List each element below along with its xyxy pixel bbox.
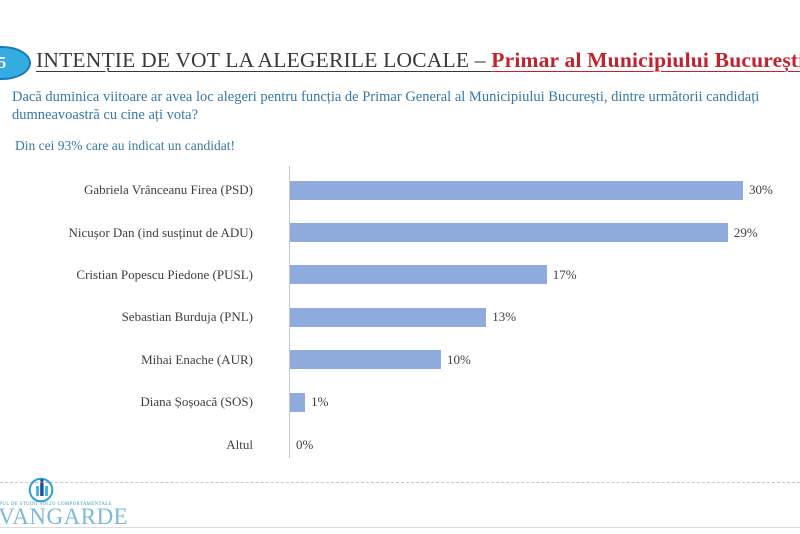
page-title: INTENȚIE DE VOT LA ALEGERILE LOCALE – Pr… — [36, 48, 800, 73]
chart-row: Gabriela Vrânceanu Firea (PSD) 30% — [0, 169, 800, 211]
avangarde-logo-icon — [28, 477, 54, 503]
title-dark-part: INTENȚIE DE VOT LA ALEGERILE LOCALE – — [36, 48, 492, 72]
value-label: 29% — [733, 224, 758, 240]
category-label: Nicușor Dan (ind susținut de ADU) — [68, 224, 253, 240]
bar-wrap: 13% — [290, 307, 517, 327]
chart-row: Altul 0% — [0, 423, 800, 465]
slide-bottom-border — [0, 527, 800, 528]
category-label: Sebastian Burduja (PNL) — [121, 309, 253, 325]
category-label: Mihai Enache (AUR) — [141, 351, 253, 367]
bar — [290, 392, 306, 412]
slide-number-badge: 5 — [0, 46, 31, 80]
chart-row: Cristian Popescu Piedone (PUSL) 17% — [0, 254, 800, 296]
survey-question: Dacă duminica viitoare ar avea loc alege… — [12, 89, 760, 123]
bar-wrap: 30% — [290, 180, 773, 200]
bar-wrap: 1% — [290, 392, 329, 412]
logo-tagline: GRUPUL DE STUDII SOCIO COMPORTAMENTALE — [0, 502, 113, 507]
footer-dashed-divider — [0, 482, 800, 483]
category-label: Altul — [226, 436, 253, 452]
slide-number: 5 — [0, 53, 7, 72]
bar-wrap: 0% — [290, 435, 313, 454]
chart-axis-line — [289, 166, 290, 458]
value-label: 17% — [552, 266, 577, 282]
bar — [290, 223, 728, 243]
chart-row: Sebastian Burduja (PNL) 13% — [0, 296, 800, 338]
logo-name: AVANGARDE — [0, 504, 129, 529]
value-label: 10% — [447, 351, 471, 367]
category-label: Diana Șoșoacă (SOS) — [140, 394, 253, 410]
chart-rows: Gabriela Vrânceanu Firea (PSD) 30% Nicușor… — [0, 169, 800, 466]
chart-row: Mihai Enache (AUR) 10% — [0, 339, 800, 381]
value-label: 13% — [492, 309, 517, 325]
bar-wrap: 29% — [290, 223, 758, 243]
category-label: Gabriela Vrânceanu Firea (PSD) — [84, 182, 253, 198]
bar — [290, 265, 547, 285]
title-red-part: Primar al Municipiului București — [491, 48, 800, 72]
base-note: Din cei 93% care au indicat un candidat! — [15, 138, 236, 153]
value-label: 0% — [296, 436, 314, 452]
bar — [290, 307, 487, 327]
category-label: Cristian Popescu Piedone (PUSL) — [76, 266, 253, 282]
bar — [290, 180, 743, 200]
chart-row: Nicușor Dan (ind susținut de ADU) 29% — [0, 211, 800, 253]
bar — [290, 350, 441, 370]
value-label: 1% — [311, 394, 329, 410]
bar-wrap: 10% — [290, 350, 471, 370]
chart-row: Diana Șoșoacă (SOS) 1% — [0, 381, 800, 423]
bar-wrap: 17% — [290, 265, 577, 285]
value-label: 30% — [749, 182, 773, 198]
